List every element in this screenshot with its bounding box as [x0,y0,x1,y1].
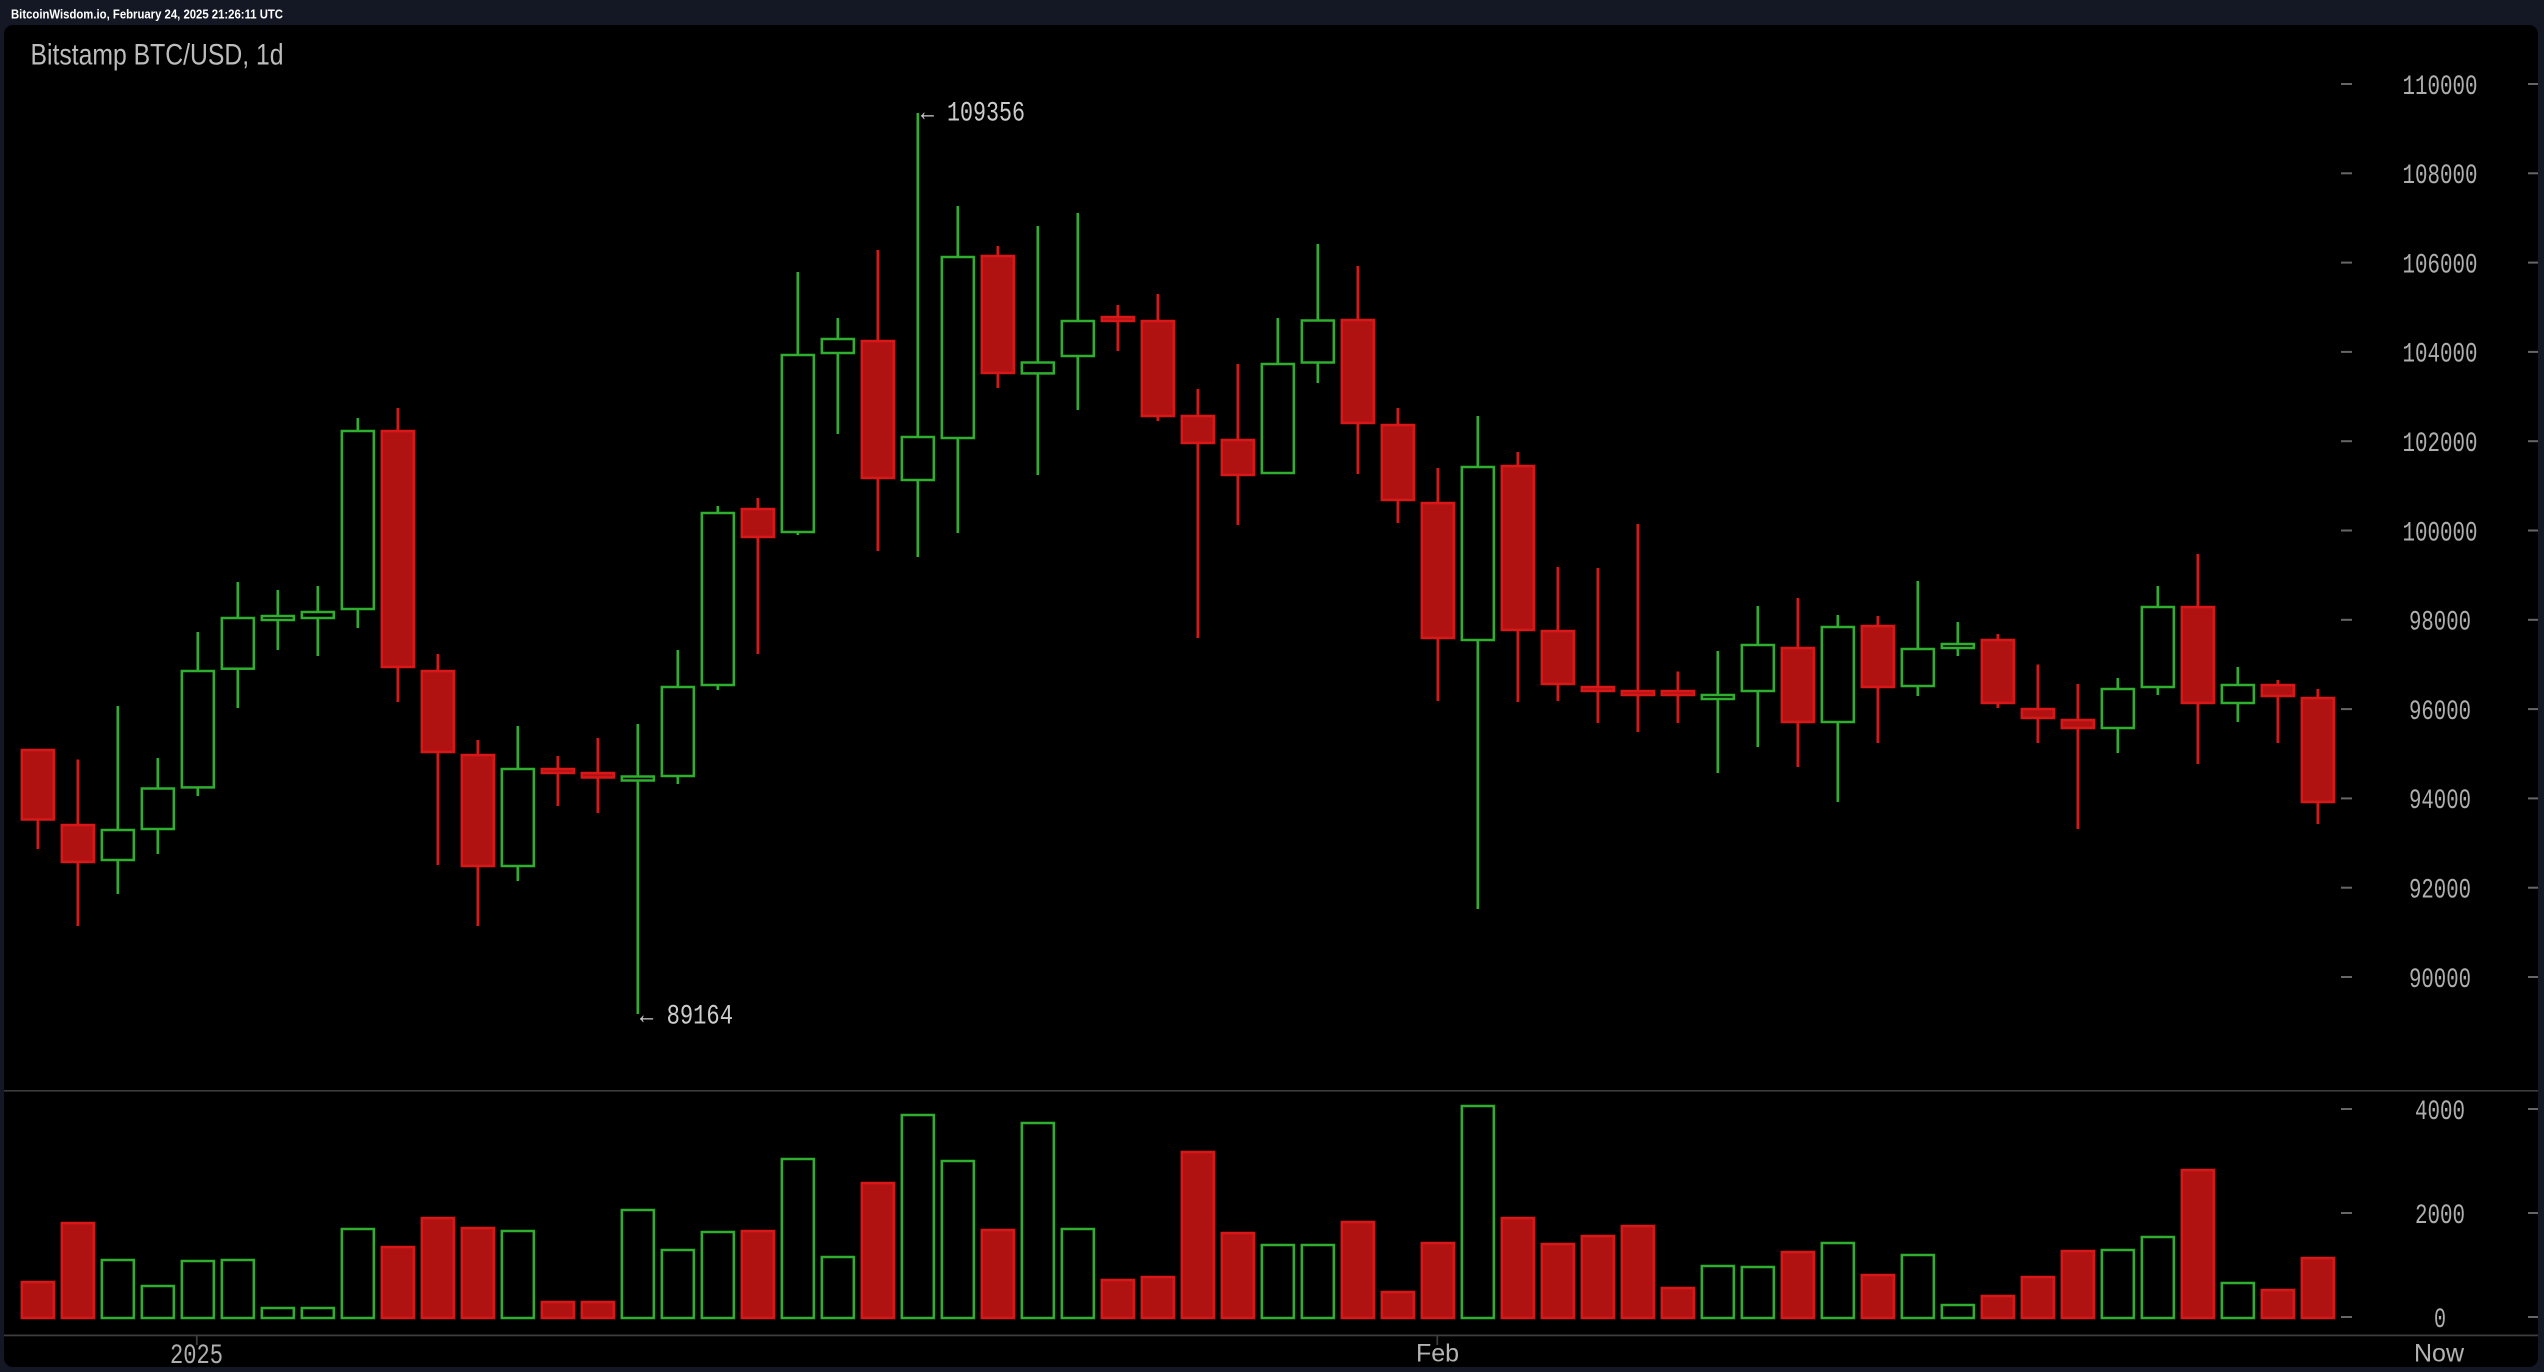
svg-text:94000: 94000 [2409,786,2471,817]
svg-text:0: 0 [2434,1305,2446,1336]
svg-text:100000: 100000 [2403,518,2478,549]
svg-text:← 109356: ← 109356 [921,99,1025,130]
svg-text:106000: 106000 [2403,250,2478,281]
svg-text:BitcoinWisdom.io, February 24,: BitcoinWisdom.io, February 24, 2025 21:2… [11,7,284,22]
svg-text:← 89164: ← 89164 [640,1002,733,1033]
svg-text:110000: 110000 [2403,72,2478,103]
svg-text:108000: 108000 [2403,161,2478,192]
svg-text:2000: 2000 [2415,1201,2465,1232]
svg-text:104000: 104000 [2403,340,2478,371]
svg-text:92000: 92000 [2409,876,2471,907]
svg-text:96000: 96000 [2409,697,2471,728]
svg-text:Now: Now [2414,1340,2465,1368]
svg-text:2025: 2025 [170,1341,223,1372]
svg-text:Feb: Feb [1416,1340,1459,1368]
svg-text:102000: 102000 [2403,429,2478,460]
svg-text:90000: 90000 [2409,965,2471,996]
svg-text:Bitstamp BTC/USD, 1d: Bitstamp BTC/USD, 1d [31,39,284,72]
svg-text:4000: 4000 [2415,1097,2465,1128]
svg-text:98000: 98000 [2409,608,2471,639]
